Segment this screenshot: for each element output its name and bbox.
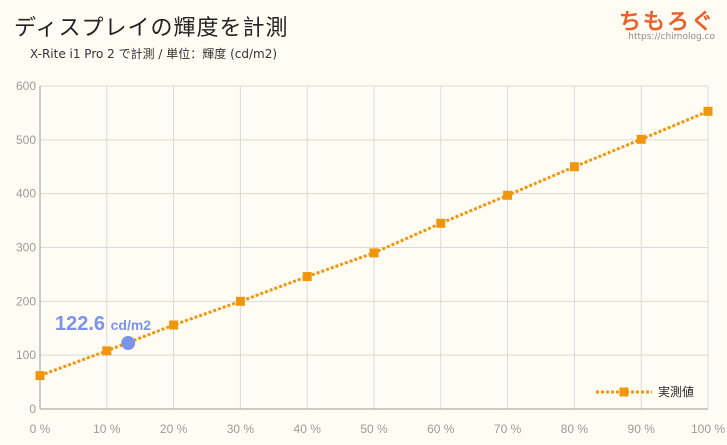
x-tick-label: 100 % [691,422,725,436]
data-point-marker [369,248,379,258]
data-point-marker [35,371,45,381]
x-tick-label: 30 % [227,422,255,436]
x-tick-label: 90 % [628,422,656,436]
legend-marker [619,387,629,397]
x-tick-labels: 0 % 10 % 20 % 30 % 40 % 50 % 60 % 70 % 80 % 90 % 1… [30,422,726,436]
highlight-group: 122.6 cd/m2 [55,313,151,351]
data-point-marker [102,346,112,356]
x-tick-label: 50 % [360,422,388,436]
data-point-marker [436,218,446,228]
x-tick-label: 40 % [294,422,322,436]
legend: 実測値 [596,384,694,399]
data-point-marker [169,320,179,330]
data-point-marker [703,106,713,116]
highlight-value: 122.6 [55,313,111,335]
y-tick-label: 500 [16,133,36,147]
y-tick-label: 400 [16,187,36,201]
x-tick-label: 10 % [93,422,121,436]
y-tick-label: 100 [16,348,36,362]
brand-logo: ちもろぐ [618,10,715,35]
brand-url: https://chimolog.co [628,32,715,42]
chart-subtitle: X-Rite i1 Pro 2 で計測 / 単位：輝度 (cd/m2) [30,47,278,61]
x-tick-label: 60 % [427,422,455,436]
highlight-annotation: 122.6 cd/m2 [55,313,151,335]
x-tick-label: 70 % [494,422,522,436]
y-tick-label: 200 [16,294,36,308]
y-tick-label: 300 [16,241,36,255]
x-tick-label: 20 % [160,422,188,436]
x-tick-label: 0 % [30,422,51,436]
axes [39,86,708,410]
data-point-marker [636,134,646,144]
chart-title: ディスプレイの輝度を計測 [14,16,289,41]
legend-label: 実測値 [658,384,694,399]
highlight-unit: cd/m2 [111,317,152,333]
series-group [35,106,713,381]
grid-lines [40,85,709,409]
x-tick-label: 80 % [561,422,589,436]
data-point-marker [302,272,312,282]
data-point-marker [503,190,513,200]
data-point-marker [569,162,579,172]
y-tick-label: 600 [16,79,36,93]
data-point-marker [235,296,245,306]
y-tick-labels: 0 100 200 300 400 500 600 [16,79,36,416]
highlight-point [121,336,136,351]
y-tick-label: 0 [29,402,36,416]
